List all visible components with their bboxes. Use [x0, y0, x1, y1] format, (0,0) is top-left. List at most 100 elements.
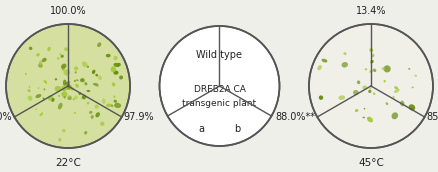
Ellipse shape	[317, 65, 321, 70]
Ellipse shape	[61, 91, 67, 97]
Ellipse shape	[67, 96, 71, 100]
Ellipse shape	[356, 80, 360, 84]
Text: b: b	[234, 124, 240, 134]
Ellipse shape	[64, 89, 66, 90]
Text: 22°C: 22°C	[55, 158, 81, 168]
Ellipse shape	[370, 60, 373, 63]
Ellipse shape	[113, 95, 115, 98]
Ellipse shape	[321, 59, 327, 62]
Ellipse shape	[393, 86, 397, 90]
Ellipse shape	[29, 47, 32, 50]
Text: a: a	[198, 124, 204, 134]
Ellipse shape	[76, 79, 78, 81]
Text: transgenic plant: transgenic plant	[182, 99, 256, 109]
Ellipse shape	[363, 108, 364, 109]
Ellipse shape	[98, 75, 102, 80]
Ellipse shape	[78, 92, 81, 95]
Ellipse shape	[338, 95, 344, 100]
Ellipse shape	[413, 75, 416, 77]
Ellipse shape	[64, 47, 68, 51]
Ellipse shape	[43, 88, 45, 90]
Ellipse shape	[61, 85, 67, 91]
Text: 97.9%: 97.9%	[124, 112, 154, 122]
Ellipse shape	[42, 58, 46, 62]
Ellipse shape	[399, 101, 403, 106]
Text: 13.4%: 13.4%	[355, 6, 385, 16]
Ellipse shape	[95, 74, 98, 77]
Ellipse shape	[39, 112, 43, 116]
Ellipse shape	[308, 24, 432, 148]
Ellipse shape	[372, 69, 375, 72]
Ellipse shape	[408, 104, 414, 111]
Ellipse shape	[89, 111, 92, 114]
Ellipse shape	[86, 102, 89, 104]
Ellipse shape	[110, 104, 113, 107]
Ellipse shape	[62, 89, 65, 91]
Ellipse shape	[54, 86, 62, 92]
Ellipse shape	[42, 98, 45, 100]
Text: DREB2A CA: DREB2A CA	[193, 84, 245, 94]
Ellipse shape	[86, 90, 90, 92]
Text: 85.4%**: 85.4%**	[426, 112, 438, 122]
Text: 88.0%**: 88.0%**	[275, 112, 314, 122]
Text: Wild type: Wild type	[196, 50, 242, 60]
Ellipse shape	[66, 84, 71, 90]
Ellipse shape	[59, 53, 61, 56]
Ellipse shape	[407, 68, 410, 70]
Ellipse shape	[35, 94, 41, 98]
Ellipse shape	[381, 67, 384, 70]
Ellipse shape	[58, 95, 60, 97]
Ellipse shape	[119, 76, 123, 79]
Text: 45°C: 45°C	[357, 158, 383, 168]
Ellipse shape	[47, 47, 51, 51]
Ellipse shape	[102, 98, 105, 104]
Ellipse shape	[61, 66, 65, 71]
Ellipse shape	[82, 95, 86, 99]
Ellipse shape	[51, 98, 54, 102]
Ellipse shape	[100, 122, 104, 126]
Ellipse shape	[62, 93, 64, 95]
Ellipse shape	[106, 54, 110, 57]
Ellipse shape	[74, 80, 76, 82]
Ellipse shape	[367, 90, 371, 93]
Ellipse shape	[106, 104, 111, 107]
Ellipse shape	[74, 66, 78, 71]
Ellipse shape	[411, 87, 413, 88]
Ellipse shape	[368, 70, 372, 73]
Ellipse shape	[113, 71, 118, 75]
Text: 100.0%: 100.0%	[49, 6, 86, 16]
Ellipse shape	[371, 54, 374, 57]
Ellipse shape	[80, 78, 85, 82]
Ellipse shape	[74, 112, 76, 114]
Ellipse shape	[55, 78, 57, 80]
Ellipse shape	[63, 80, 67, 86]
Ellipse shape	[74, 71, 77, 74]
Ellipse shape	[72, 98, 75, 100]
Ellipse shape	[364, 68, 367, 70]
Ellipse shape	[393, 89, 399, 93]
Ellipse shape	[71, 87, 74, 90]
Ellipse shape	[28, 89, 31, 92]
Ellipse shape	[28, 86, 30, 88]
Ellipse shape	[37, 87, 39, 89]
Ellipse shape	[48, 95, 53, 101]
Ellipse shape	[64, 96, 66, 99]
Ellipse shape	[39, 60, 42, 65]
Ellipse shape	[74, 95, 78, 99]
Ellipse shape	[93, 83, 95, 85]
Ellipse shape	[113, 63, 120, 67]
Ellipse shape	[159, 26, 279, 146]
Ellipse shape	[36, 53, 39, 57]
Ellipse shape	[52, 98, 55, 101]
Ellipse shape	[362, 117, 364, 118]
Ellipse shape	[117, 63, 120, 66]
Ellipse shape	[58, 103, 62, 110]
Ellipse shape	[68, 81, 70, 84]
Ellipse shape	[57, 57, 60, 60]
Ellipse shape	[75, 84, 79, 88]
Ellipse shape	[87, 66, 88, 68]
Ellipse shape	[114, 103, 121, 108]
Ellipse shape	[60, 53, 61, 55]
Ellipse shape	[383, 65, 390, 72]
Ellipse shape	[65, 82, 70, 86]
